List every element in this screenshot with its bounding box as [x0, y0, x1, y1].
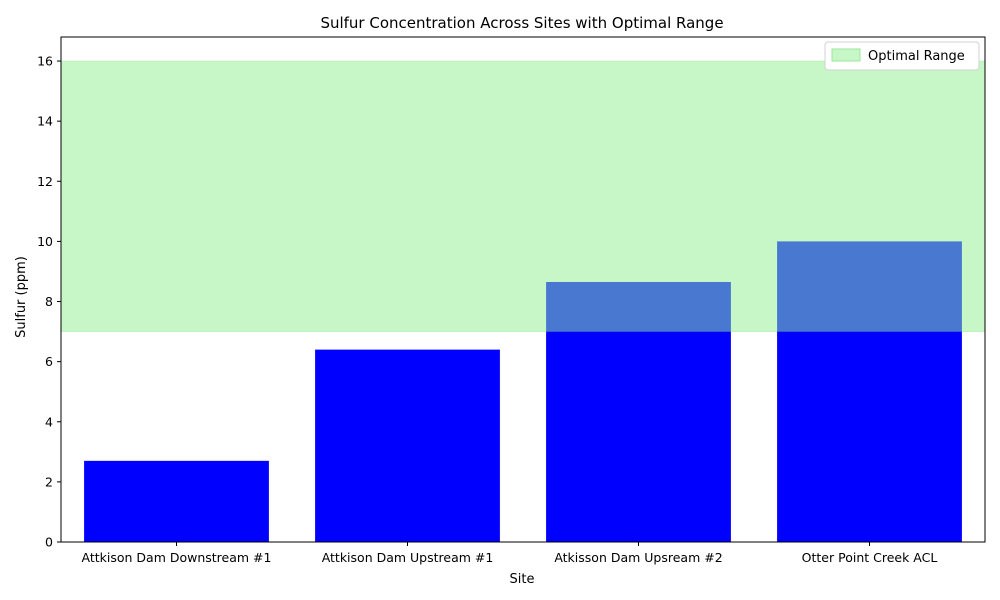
x-tick-label-2: Attkison Dam Upstream #1	[322, 550, 494, 565]
legend: Optimal Range	[824, 41, 980, 71]
legend-label-optimal-range: Optimal Range	[868, 49, 965, 64]
y-tick-label-6: 12	[37, 174, 53, 189]
bar-1	[84, 460, 269, 542]
y-tick-label-8: 16	[37, 54, 53, 69]
plot-area	[60, 36, 986, 543]
bar-3	[546, 331, 731, 542]
bar-4-in-range	[777, 241, 962, 332]
x-axis: Attkison Dam Downstream #1 Attkison Dam U…	[82, 542, 938, 565]
y-tick-label-7: 14	[37, 114, 53, 129]
bar-3-in-range	[546, 281, 731, 332]
y-tick-label-3: 6	[45, 354, 53, 369]
y-tick-label-5: 10	[37, 234, 53, 249]
y-tick-label-2: 4	[45, 414, 53, 429]
y-axis-label: Sulfur (ppm)	[14, 256, 29, 338]
chart-title: Sulfur Concentration Across Sites with O…	[320, 14, 723, 32]
x-tick-label-4: Otter Point Creek ACL	[802, 550, 938, 565]
y-tick-label-0: 0	[45, 535, 53, 550]
plot-frame	[60, 36, 986, 543]
x-tick-label-3: Atkisson Dam Upsream #2	[554, 550, 722, 565]
x-tick-label-1: Attkison Dam Downstream #1	[82, 550, 272, 565]
x-axis-label: Site	[510, 572, 535, 587]
y-axis: 0 2 4 6 8 10 12 14 16	[37, 54, 61, 550]
bar-4	[777, 331, 962, 542]
legend-swatch-optimal-range	[831, 48, 861, 62]
y-tick-label-4: 8	[45, 294, 53, 309]
y-tick-label-1: 2	[45, 474, 53, 489]
bar-2	[315, 349, 500, 542]
legend-box	[824, 41, 980, 71]
